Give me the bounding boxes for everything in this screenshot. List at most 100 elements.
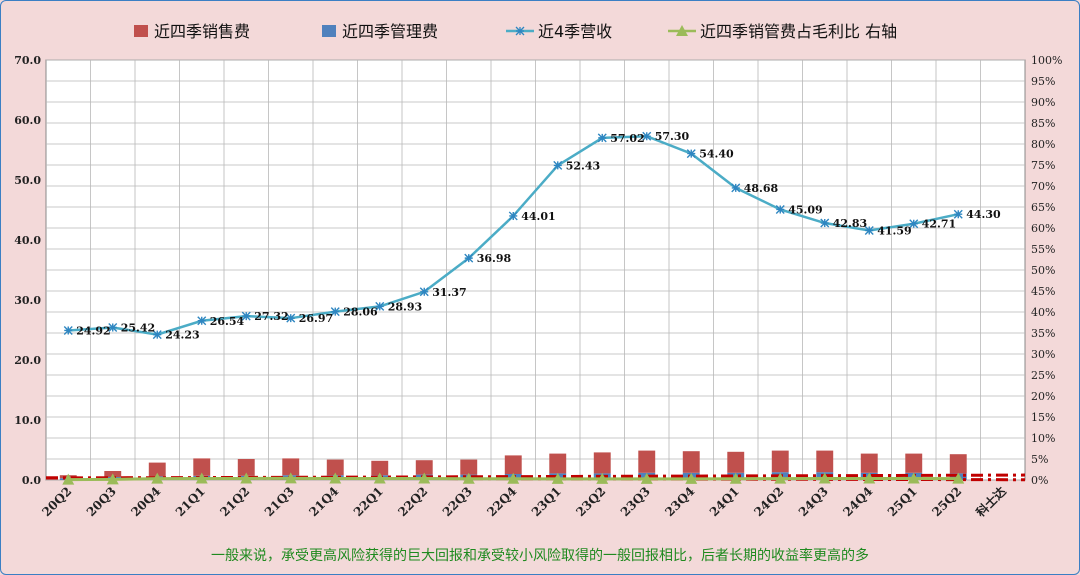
- bar-sales-expense: [415, 460, 433, 475]
- bar-sales-expense: [771, 450, 789, 473]
- expense-ratio-point: [729, 472, 742, 484]
- x-tick-label: 24Q1: [707, 484, 742, 519]
- bar-sales-expense: [682, 451, 700, 473]
- y-tick-label: 40.0: [14, 234, 41, 247]
- revenue-data-label: 28.93: [388, 300, 422, 313]
- x-tick-label: 22Q4: [484, 484, 519, 519]
- x-tick-label: 23Q3: [618, 484, 653, 519]
- revenue-data-label: 28.06: [343, 306, 378, 319]
- y2-tick-label: 70%: [1031, 180, 1055, 193]
- revenue-point: [375, 301, 385, 311]
- x-tick-label: 25Q1: [885, 484, 920, 519]
- y2-tick-label: 100%: [1031, 54, 1062, 67]
- revenue-point: [597, 133, 607, 143]
- y2-tick-label: 55%: [1031, 243, 1055, 256]
- bar-sales-expense: [148, 462, 166, 477]
- bar-sales-expense: [949, 454, 967, 474]
- y2-tick-label: 10%: [1031, 432, 1055, 445]
- x-tick-label: 科士达: [973, 484, 1009, 520]
- y-tick-label: 20.0: [14, 354, 41, 367]
- revenue-data-label: 24.23: [165, 329, 199, 342]
- revenue-data-label: 36.98: [477, 252, 512, 265]
- expense-ratio-point: [106, 473, 119, 485]
- expense-ratio-point: [685, 472, 698, 484]
- x-tick-label: 20Q4: [128, 484, 163, 519]
- y2-tick-label: 15%: [1031, 411, 1055, 424]
- revenue-point: [330, 307, 340, 317]
- bar-sales-expense: [816, 450, 834, 473]
- expense-ratio-point: [462, 472, 475, 484]
- x-tick-label: 21Q2: [217, 484, 252, 519]
- y2-tick-label: 0%: [1031, 474, 1048, 487]
- x-tick-label: 21Q1: [173, 484, 208, 519]
- expense-ratio-point: [640, 472, 653, 484]
- revenue-point: [197, 316, 207, 326]
- revenue-point: [909, 219, 919, 229]
- revenue-point: [642, 131, 652, 141]
- expense-ratio-point: [863, 472, 876, 484]
- y-tick-label: 0.0: [22, 474, 41, 487]
- expense-ratio-point: [551, 472, 564, 484]
- legend-label: 近四季管理费: [342, 22, 438, 41]
- y-tick-label: 10.0: [14, 414, 41, 427]
- revenue-point: [464, 253, 474, 263]
- y2-tick-label: 35%: [1031, 327, 1055, 340]
- expense-ratio-point: [151, 472, 164, 484]
- expense-ratio-point: [195, 472, 208, 484]
- x-tick-label: 25Q2: [929, 484, 964, 519]
- y-tick-label: 50.0: [14, 174, 41, 187]
- footnote-text: 一般来说，承受更高风险获得的巨大回报和承受较小风险取得的一般回报相比，后者长期的…: [211, 547, 869, 564]
- revenue-data-label: 44.01: [521, 210, 555, 223]
- bar-sales-expense: [371, 460, 389, 476]
- y-tick-label: 60.0: [14, 114, 41, 127]
- x-tick-label: 22Q3: [440, 484, 475, 519]
- expense-ratio-point: [329, 472, 342, 484]
- x-tick-label: 21Q4: [306, 484, 341, 519]
- expense-ratio-point: [774, 472, 787, 484]
- x-tick-label: 20Q2: [39, 484, 74, 519]
- revenue-data-label: 24.92: [76, 324, 110, 337]
- expense-ratio-point: [818, 472, 831, 484]
- y2-tick-label: 75%: [1031, 159, 1055, 172]
- y2-tick-label: 45%: [1031, 285, 1055, 298]
- expense-ratio-point: [907, 472, 920, 484]
- revenue-point: [508, 211, 518, 221]
- y2-tick-label: 85%: [1031, 117, 1055, 130]
- revenue-data-label: 27.32: [254, 310, 288, 323]
- bar-sales-expense: [460, 459, 478, 475]
- revenue-point: [686, 149, 696, 159]
- x-tick-label: 23Q4: [662, 484, 697, 519]
- x-tick-label: 21Q3: [262, 484, 297, 519]
- revenue-point: [241, 311, 251, 321]
- expense-ratio-point: [62, 473, 75, 485]
- revenue-point: [63, 325, 73, 335]
- expense-ratio-point: [418, 472, 431, 484]
- bar-sales-expense: [193, 458, 211, 476]
- revenue-point: [419, 287, 429, 297]
- expense-ratio-point: [284, 472, 297, 484]
- x-tick-label: 23Q2: [573, 484, 608, 519]
- x-tick-label: 24Q2: [751, 484, 786, 519]
- y2-tick-label: 60%: [1031, 222, 1055, 235]
- bar-sales-expense: [638, 450, 656, 473]
- x-tick-label: 22Q1: [351, 484, 386, 519]
- bar-sales-expense: [504, 455, 522, 474]
- revenue-point: [775, 204, 785, 214]
- x-tick-label: 24Q4: [840, 484, 875, 519]
- y2-tick-label: 30%: [1031, 348, 1055, 361]
- expense-ratio-point: [596, 472, 609, 484]
- bar-sales-expense: [549, 453, 567, 474]
- bar-sales-expense: [727, 451, 745, 473]
- revenue-point: [820, 218, 830, 228]
- revenue-data-label: 26.54: [210, 315, 245, 328]
- revenue-data-label: 42.83: [833, 217, 867, 230]
- y2-tick-label: 65%: [1031, 201, 1055, 214]
- revenue-point: [953, 209, 963, 219]
- revenue-data-label: 25.42: [121, 321, 155, 334]
- revenue-data-label: 31.37: [432, 286, 466, 299]
- y2-tick-label: 95%: [1031, 75, 1055, 88]
- revenue-point: [286, 313, 296, 323]
- x-tick-label: 22Q2: [395, 484, 430, 519]
- revenue-data-label: 48.68: [744, 182, 779, 195]
